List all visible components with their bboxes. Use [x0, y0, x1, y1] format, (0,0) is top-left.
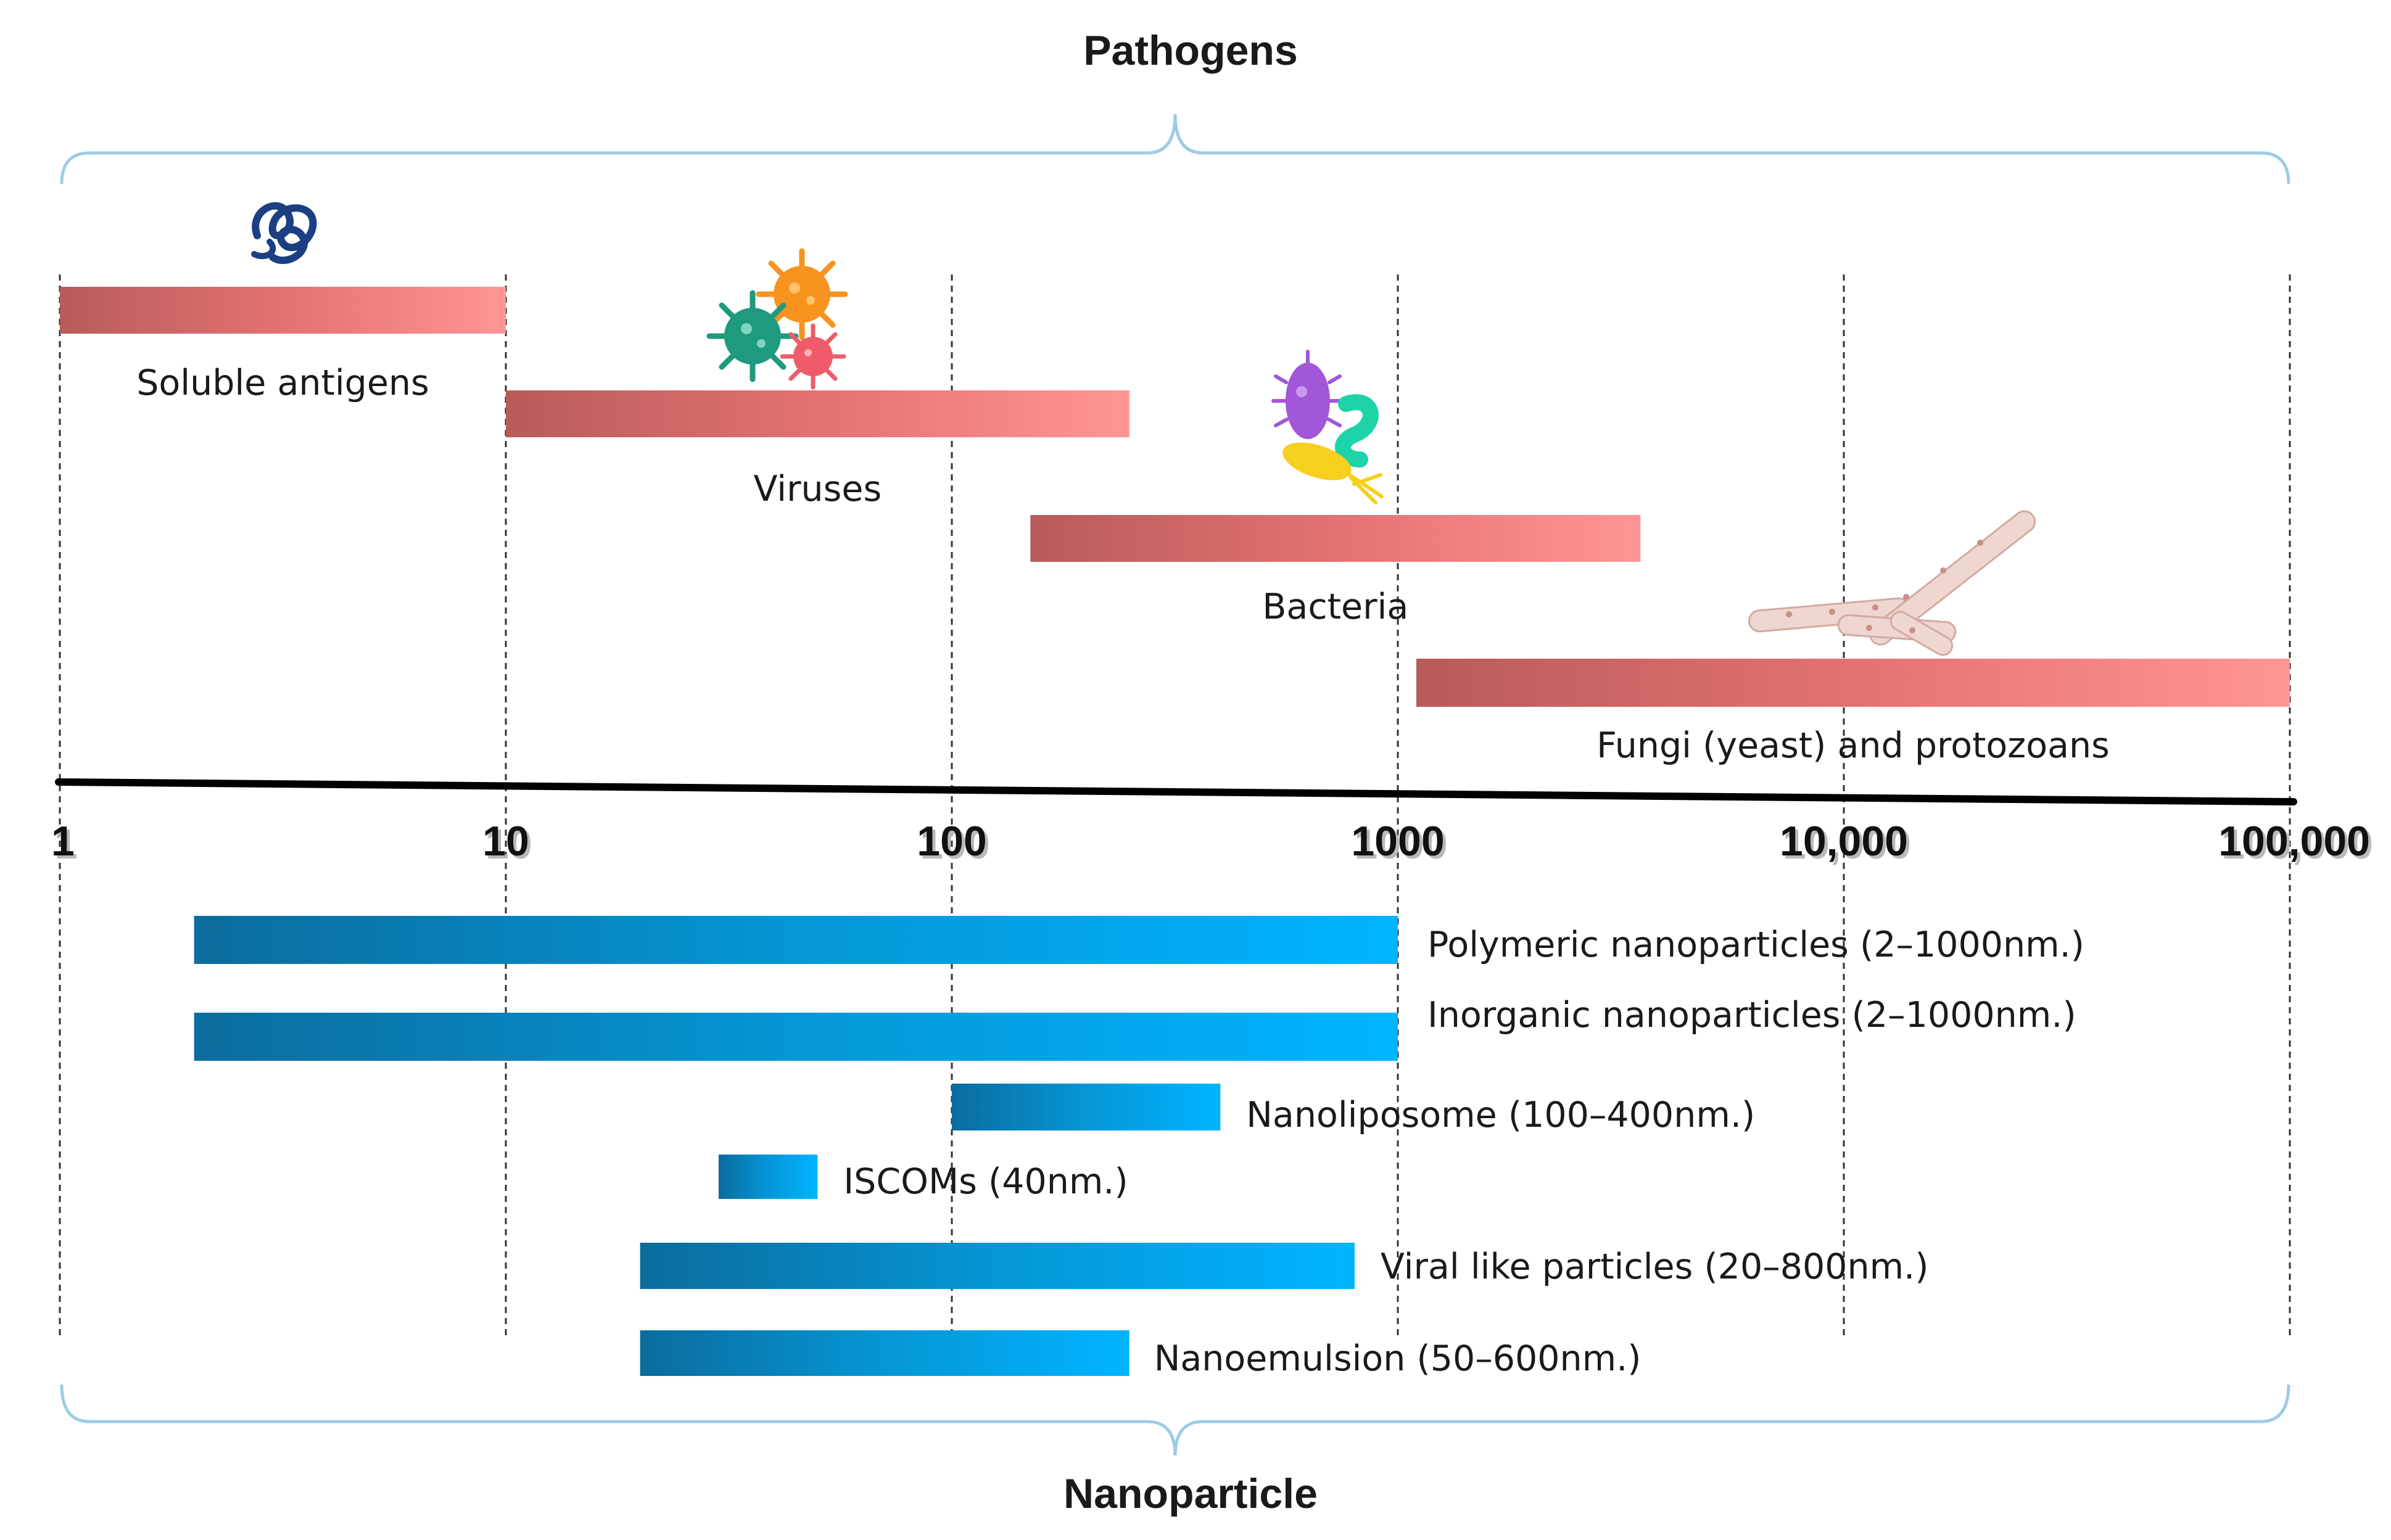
- tick-label-1: 1: [51, 818, 75, 865]
- nanoparticle-brace: [60, 1384, 2290, 1456]
- pathogen-bar-1: [506, 390, 1129, 437]
- nanoparticle-label-4: Viral like particles (20–800nm.): [1381, 1246, 1929, 1287]
- nanoparticle-label-3: ISCOMs (40nm.): [843, 1161, 1128, 1202]
- nanoparticle-bar-3: [718, 1155, 818, 1199]
- gridlines: [59, 274, 2291, 1338]
- nanoparticle-bars: Polymeric nanoparticles (2–1000nm.) Inorg…: [194, 916, 2084, 1379]
- nanoparticle-label-0: Polymeric nanoparticles (2–1000nm.): [1427, 924, 2084, 965]
- nanoparticle-bar-1: [194, 1013, 1398, 1061]
- nanoparticle-title: Nanoparticle: [1063, 1470, 1318, 1517]
- pathogen-bar-0: [60, 287, 506, 334]
- tick-shadow-10000: 10,000: [1783, 821, 1911, 868]
- tick-shadow-1: 1: [54, 821, 78, 868]
- bacteria-icon: [1271, 350, 1384, 504]
- tick-shadow-10: 10: [485, 821, 532, 868]
- tick-shadow-100000: 100,000: [2221, 821, 2373, 868]
- pathogen-bars: Soluble antigens Viruses Bacteria Fungi (ye…: [60, 287, 2290, 766]
- tick-label-1000: 1000: [1351, 818, 1444, 865]
- tick-label-10000: 10,000: [1780, 818, 1908, 865]
- protein-icon: [251, 202, 317, 265]
- pathogen-bar-2: [1030, 515, 1641, 562]
- tick-shadow-100: 100: [920, 821, 989, 868]
- tick-shadow-1000: 1000: [1354, 821, 1447, 868]
- tick-label-10: 10: [482, 818, 529, 865]
- pathogen-label-3: Fungi (yeast) and protozoans: [1596, 725, 2110, 766]
- nanoparticle-bar-0: [194, 916, 1398, 964]
- pathogens-brace: [60, 113, 2290, 184]
- pathogens-title: Pathogens: [1083, 27, 1298, 74]
- nanoparticle-bar-2: [952, 1084, 1221, 1130]
- nanoparticle-bar-5: [640, 1330, 1129, 1376]
- nanoparticle-label-5: Nanoemulsion (50–600nm.): [1154, 1338, 1641, 1379]
- tick-label-100000: 100,000: [2218, 818, 2370, 865]
- pathogen-label-1: Viruses: [754, 469, 882, 509]
- fungi-icon: [1748, 510, 2036, 656]
- virus-icon: [706, 248, 848, 390]
- nanoparticle-bar-4: [640, 1243, 1355, 1289]
- pathogen-bar-3: [1416, 659, 2290, 707]
- pathogen-label-0: Soluble antigens: [136, 363, 429, 403]
- nanoparticle-label-2: Nanoliposome (100–400nm.): [1246, 1095, 1755, 1135]
- pathogen-label-2: Bacteria: [1262, 587, 1408, 627]
- size-axis-line: [55, 778, 2297, 805]
- tick-label-100: 100: [917, 818, 986, 865]
- nanoparticle-label-1: Inorganic nanoparticles (2–1000nm.): [1427, 995, 2076, 1036]
